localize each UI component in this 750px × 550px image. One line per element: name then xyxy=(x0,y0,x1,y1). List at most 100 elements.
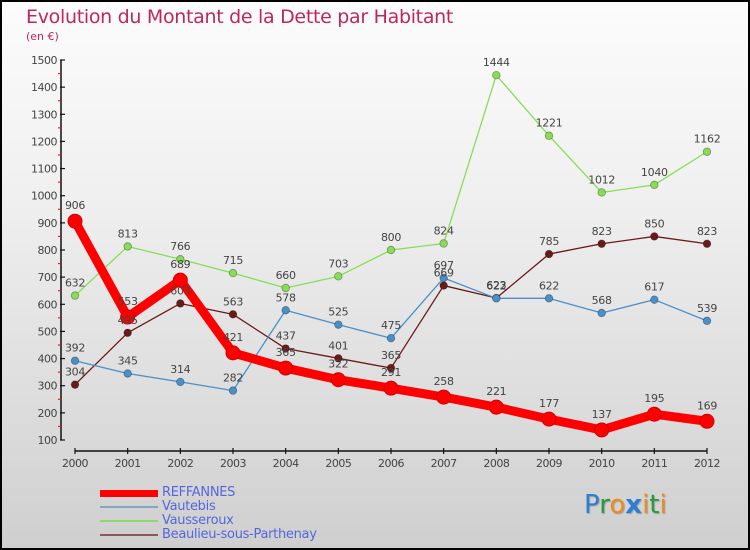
data-label: 322 xyxy=(328,358,348,371)
legend-label: Vausseroux xyxy=(162,513,234,528)
x-tick-label: 2008 xyxy=(483,457,509,470)
data-label: 1040 xyxy=(641,166,668,179)
y-tick-label: 400 xyxy=(38,353,58,366)
data-point xyxy=(334,272,343,281)
data-point xyxy=(330,372,346,388)
data-point xyxy=(281,344,290,353)
y-tick-label: 300 xyxy=(38,380,58,393)
data-point xyxy=(439,239,448,248)
data-point xyxy=(702,316,712,326)
data-label: 766 xyxy=(170,240,190,253)
data-point xyxy=(702,147,712,156)
data-point xyxy=(594,422,610,438)
data-label: 421 xyxy=(223,331,243,344)
data-point xyxy=(383,380,399,396)
data-point xyxy=(228,268,238,278)
series-layer xyxy=(67,70,715,438)
data-label: 345 xyxy=(118,355,138,368)
y-tick-label: 800 xyxy=(38,244,58,257)
legend-swatch xyxy=(100,506,158,508)
proxiti-logo: Proxiti xyxy=(584,490,667,520)
y-tick-label: 1000 xyxy=(31,190,57,203)
data-label: 475 xyxy=(381,319,401,332)
data-label: 437 xyxy=(276,330,296,343)
x-tick-label: 2002 xyxy=(167,457,193,470)
data-point xyxy=(176,255,185,264)
data-point xyxy=(67,213,83,229)
x-tick-label: 2001 xyxy=(115,457,141,470)
y-tick-label: 900 xyxy=(38,217,58,230)
x-tick-label: 2005 xyxy=(325,457,351,470)
axes: 100 200 300 400 500 600 700 800 900 1000 1100 1200 1… xyxy=(31,54,721,470)
data-label: 1162 xyxy=(694,133,721,146)
data-label: 401 xyxy=(328,339,348,352)
data-label: 291 xyxy=(381,366,401,379)
data-point xyxy=(650,180,659,190)
data-label: 622 xyxy=(486,279,506,292)
x-tick-label: 2010 xyxy=(589,457,615,470)
data-label: 282 xyxy=(223,372,243,385)
legend: REFFANNES Vautebis Vausseroux Beaulieu-sous… xyxy=(100,486,317,542)
data-point xyxy=(439,273,448,283)
data-point xyxy=(702,239,712,248)
data-point xyxy=(176,377,185,387)
data-label: 365 xyxy=(381,349,401,362)
data-point xyxy=(541,411,557,427)
legend-swatch xyxy=(100,489,158,497)
data-label: 697 xyxy=(434,259,454,272)
legend-item: Vausseroux xyxy=(100,514,317,528)
data-point xyxy=(334,354,343,363)
data-label: 169 xyxy=(697,399,717,412)
data-label: 715 xyxy=(223,254,243,267)
data-point xyxy=(176,299,185,308)
data-label: 689 xyxy=(170,258,190,271)
data-point xyxy=(225,345,241,361)
data-point xyxy=(650,232,659,241)
x-tick-label: 2004 xyxy=(273,457,299,470)
y-tick-label: 1100 xyxy=(31,163,57,176)
data-label: 703 xyxy=(328,257,348,270)
y-tick-label: 500 xyxy=(38,325,58,338)
logo-letter: i xyxy=(642,490,650,520)
data-point xyxy=(281,283,290,293)
data-label: 823 xyxy=(592,225,612,238)
x-tick-label: 2011 xyxy=(641,457,667,470)
data-point xyxy=(228,386,238,395)
data-label: 539 xyxy=(697,302,717,315)
data-label: 603 xyxy=(170,284,190,297)
data-point xyxy=(646,406,662,422)
legend-swatch xyxy=(100,520,158,522)
data-label: 785 xyxy=(539,235,559,248)
logo-letter: x xyxy=(625,490,643,520)
data-label: 392 xyxy=(65,342,85,355)
legend-label: Beaulieu-sous-Parthenay xyxy=(162,527,317,542)
data-point xyxy=(492,294,501,303)
x-tick-label: 2009 xyxy=(536,457,562,470)
data-label: 304 xyxy=(65,366,85,379)
y-tick-label: 1400 xyxy=(31,81,57,94)
data-point xyxy=(544,131,554,140)
data-point xyxy=(278,360,294,376)
data-label: 563 xyxy=(223,295,243,308)
y-tick-label: 1300 xyxy=(31,108,57,121)
data-label: 622 xyxy=(539,279,559,292)
y-tick-label: 200 xyxy=(38,407,58,420)
logo-letter: t xyxy=(649,490,660,520)
data-point xyxy=(228,310,238,319)
data-label: 1444 xyxy=(483,56,510,69)
data-labels-layer: 632 813 766 715 660 703 800 824 1444 1221 1012 1040… xyxy=(65,56,721,421)
logo-letter: P xyxy=(584,490,600,520)
data-point xyxy=(172,272,188,288)
legend-item: Vautebis xyxy=(100,500,317,514)
data-label: 314 xyxy=(170,363,190,376)
data-point xyxy=(488,399,504,415)
data-label: 823 xyxy=(697,225,717,238)
data-label: 660 xyxy=(276,269,296,282)
y-tick-label: 100 xyxy=(38,434,58,447)
x-tick-label: 2003 xyxy=(220,457,246,470)
data-label: 221 xyxy=(486,385,506,398)
data-point xyxy=(597,308,606,318)
y-tick-label: 700 xyxy=(38,271,58,284)
data-point xyxy=(544,249,554,259)
data-label: 906 xyxy=(65,199,85,212)
